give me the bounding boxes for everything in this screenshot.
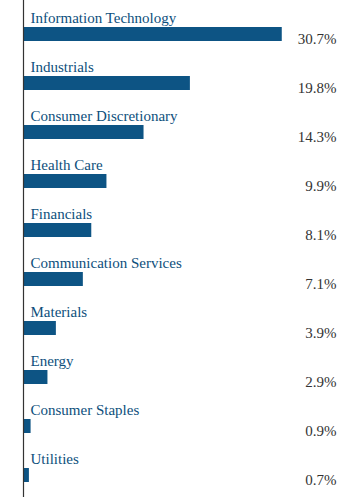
- svg-text:Information Technology: Information Technology: [31, 10, 177, 26]
- svg-text:Communication Services: Communication Services: [31, 255, 182, 271]
- svg-text:Materials: Materials: [31, 304, 88, 320]
- svg-text:3.9%: 3.9%: [305, 325, 336, 341]
- svg-text:Consumer Staples: Consumer Staples: [31, 402, 140, 418]
- svg-text:Industrials: Industrials: [31, 59, 94, 75]
- svg-text:9.9%: 9.9%: [305, 178, 336, 194]
- svg-text:Financials: Financials: [31, 206, 93, 222]
- svg-text:0.9%: 0.9%: [305, 423, 336, 439]
- svg-text:19.8%: 19.8%: [298, 80, 337, 96]
- svg-text:0.7%: 0.7%: [305, 472, 336, 488]
- svg-text:8.1%: 8.1%: [305, 227, 336, 243]
- svg-text:30.7%: 30.7%: [298, 31, 337, 47]
- svg-text:7.1%: 7.1%: [305, 276, 336, 292]
- svg-text:Utilities: Utilities: [31, 451, 79, 467]
- svg-text:14.3%: 14.3%: [298, 129, 337, 145]
- svg-text:Energy: Energy: [31, 353, 75, 369]
- svg-text:Health Care: Health Care: [31, 157, 103, 173]
- svg-text:Consumer Discretionary: Consumer Discretionary: [31, 108, 179, 124]
- svg-text:2.9%: 2.9%: [305, 374, 336, 390]
